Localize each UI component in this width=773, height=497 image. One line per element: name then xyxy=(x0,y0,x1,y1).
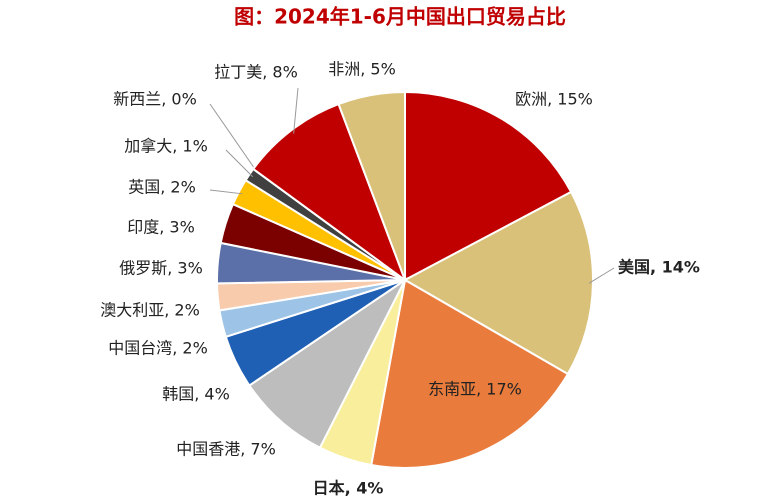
data-label: 中国台湾, 2% xyxy=(108,339,208,358)
data-label: 中国香港, 7% xyxy=(176,440,276,459)
data-label: 日本, 4% xyxy=(313,479,384,497)
data-label: 东南亚, 17% xyxy=(428,380,522,399)
pie-slice xyxy=(402,190,594,376)
leader-line xyxy=(588,267,615,284)
data-label: 非洲, 5% xyxy=(328,60,396,79)
pie-slice xyxy=(404,90,573,282)
data-label: 加拿大, 1% xyxy=(124,137,208,156)
leader-line xyxy=(293,87,299,134)
data-label: 澳大利亚, 2% xyxy=(100,301,200,320)
data-label: 美国, 14% xyxy=(618,258,700,277)
data-label: 新西兰, 0% xyxy=(113,90,197,109)
pie-slice xyxy=(251,102,408,283)
leader-line xyxy=(225,149,254,178)
pie-slice xyxy=(370,278,570,469)
data-label: 拉丁美, 8% xyxy=(214,63,298,82)
data-label: 欧洲, 15% xyxy=(515,90,593,109)
pie-slice xyxy=(248,276,408,450)
data-label: 印度, 3% xyxy=(127,218,195,237)
data-label: 英国, 2% xyxy=(128,178,196,197)
leader-line xyxy=(209,189,243,195)
pie-slice xyxy=(337,90,406,281)
data-label: 俄罗斯, 3% xyxy=(119,259,203,278)
data-label: 韩国, 4% xyxy=(162,385,230,404)
chart-title: 图：2024年1-6月中国出口贸易占比 xyxy=(234,5,566,29)
leader-line xyxy=(209,103,257,172)
